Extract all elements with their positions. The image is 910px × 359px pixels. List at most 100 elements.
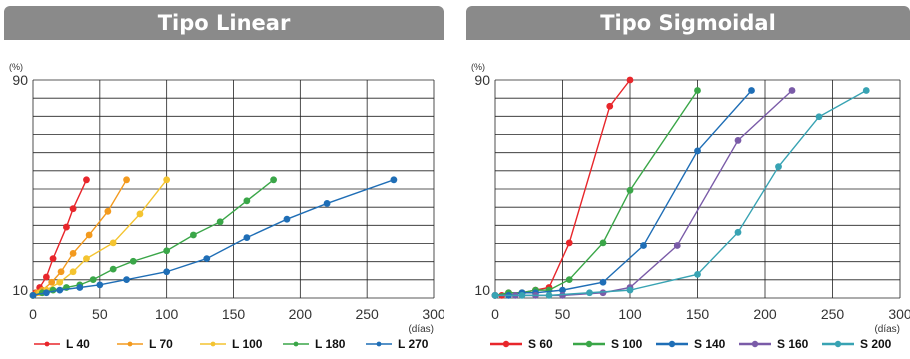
linear-legend-l-40-label: L 40 bbox=[66, 337, 90, 351]
linear-series-l-100-point bbox=[163, 176, 171, 184]
sigmoidal-legend-s-100-label: S 100 bbox=[611, 337, 643, 351]
sigmoidal-series-s-100-point bbox=[599, 239, 607, 247]
linear-series-l-270-point bbox=[243, 234, 251, 241]
linear-x-axis-label: (días) bbox=[408, 324, 434, 335]
sigmoidal-series-s-160-point bbox=[673, 242, 681, 249]
linear-series-l-270-point bbox=[42, 289, 50, 297]
linear-series-l-100-point bbox=[109, 239, 117, 247]
sigmoidal-series-s-140-point bbox=[559, 286, 566, 294]
linear-series-l-180-point bbox=[216, 218, 224, 226]
linear-series-l-70-point bbox=[57, 268, 65, 276]
sigmoidal-legend-s-100-swatch-marker bbox=[585, 340, 593, 348]
linear-legend-l-270-label: L 270 bbox=[398, 337, 429, 351]
sigmoidal-x-tick-label: 50 bbox=[555, 306, 571, 322]
linear-series-l-270-point bbox=[96, 281, 104, 289]
sigmoidal-x-tick-label: 200 bbox=[753, 306, 777, 322]
linear-series-l-70-point bbox=[104, 207, 112, 215]
sigmoidal-series-s-60-point bbox=[565, 239, 573, 247]
linear-legend-l-100-swatch-marker bbox=[210, 341, 216, 347]
linear-legend-l-180-swatch-marker bbox=[293, 341, 299, 347]
sigmoidal-series-s-200-point bbox=[518, 291, 526, 299]
linear-series-l-180-point bbox=[243, 197, 251, 205]
sigmoidal-series-s-160-line bbox=[495, 89, 793, 297]
linear-series-l-100-point bbox=[136, 210, 144, 218]
linear-x-tick-label: 50 bbox=[92, 306, 108, 322]
sigmoidal-series-s-140-point bbox=[640, 242, 647, 249]
linear-x-tick-label: 250 bbox=[355, 306, 379, 322]
sigmoidal-series-s-140-point bbox=[599, 278, 607, 286]
linear-series-l-40-point bbox=[49, 255, 57, 263]
linear-series-l-270-point bbox=[323, 200, 331, 207]
linear-series-l-180-point bbox=[190, 231, 197, 239]
linear-series-l-70-point bbox=[69, 249, 77, 257]
sigmoidal-chart-panel: Tipo Sigmoidal 0 50 100 150 200 250 300 10 90 (%)… bbox=[462, 0, 910, 359]
sigmoidal-series-s-140-line bbox=[495, 90, 753, 297]
linear-legend-l-180-label: L 180 bbox=[315, 337, 346, 351]
linear-chart-title: Tipo Linear bbox=[4, 6, 444, 40]
sigmoidal-y-axis-label: (%) bbox=[471, 62, 485, 72]
linear-series-l-40-point bbox=[83, 176, 90, 184]
linear-legend-l-70-label: L 70 bbox=[149, 337, 173, 351]
sigmoidal-legend-s-60-label: S 60 bbox=[528, 337, 553, 351]
linear-legend-l-70-swatch-marker bbox=[127, 341, 133, 347]
linear-series-l-270-point bbox=[56, 286, 64, 294]
sigmoidal-legend-s-160-swatch-marker bbox=[751, 340, 759, 348]
linear-series-l-70-point bbox=[85, 231, 93, 239]
linear-series-l-70-point bbox=[123, 176, 130, 184]
linear-series-l-40-point bbox=[42, 273, 50, 281]
linear-series-l-270-point bbox=[390, 176, 398, 184]
sigmoidal-series-s-140-point bbox=[748, 87, 755, 94]
linear-x-tick-label: 100 bbox=[155, 306, 179, 322]
sigmoidal-legend-s-140-label: S 140 bbox=[694, 337, 726, 351]
sigmoidal-legend-s-140-swatch-marker bbox=[668, 340, 676, 348]
linear-y-axis-label: (%) bbox=[9, 62, 23, 72]
linear-series-l-100-point bbox=[69, 268, 77, 276]
linear-series-l-270-point bbox=[123, 276, 130, 284]
linear-series-l-40-point bbox=[63, 223, 70, 231]
linear-series-l-180-point bbox=[270, 176, 277, 184]
sigmoidal-series-s-100-line bbox=[494, 90, 699, 297]
sigmoidal-series-s-200-point bbox=[491, 291, 499, 299]
sigmoidal-legend-s-200-label: S 200 bbox=[860, 337, 892, 351]
sigmoidal-series-s-100-point bbox=[565, 276, 573, 284]
sigmoidal-series-s-160-point bbox=[559, 291, 566, 299]
sigmoidal-chart: 0 50 100 150 200 250 300 10 90(%) (días) S 60 S 100… bbox=[471, 62, 910, 351]
sigmoidal-series-s-200-point bbox=[626, 286, 634, 294]
linear-x-tick-label: 0 bbox=[29, 306, 37, 322]
linear-legend-l-100-label: L 100 bbox=[232, 337, 263, 351]
linear-series-l-70-point bbox=[48, 278, 56, 286]
sigmoidal-series-s-100-point bbox=[626, 186, 634, 194]
sigmoidal-x-tick-label: 150 bbox=[686, 306, 710, 322]
sigmoidal-series-s-200-point bbox=[734, 228, 742, 236]
sigmoidal-series-s-160-point bbox=[734, 137, 742, 144]
sigmoidal-x-tick-label: 250 bbox=[821, 306, 845, 322]
linear-legend-l-40-swatch-marker bbox=[44, 341, 50, 347]
sigmoidal-legend-s-200-swatch-marker bbox=[834, 340, 842, 348]
linear-series-l-270-point bbox=[29, 291, 37, 299]
sigmoidal-series-s-200-point bbox=[862, 87, 870, 94]
linear-series-l-270-point bbox=[203, 255, 211, 263]
linear-y-tick-label: 10 bbox=[12, 282, 28, 298]
sigmoidal-series-s-160-point bbox=[788, 87, 796, 94]
linear-series-l-180-point bbox=[129, 257, 137, 265]
linear-chart-panel: Tipo Linear 0 50 100 150 200 250 300 10 90 (%) (dí… bbox=[0, 0, 444, 359]
sigmoidal-series-s-140-point bbox=[694, 147, 701, 155]
sigmoidal-series-s-200-point bbox=[775, 163, 782, 171]
sigmoidal-series-s-60-point bbox=[606, 102, 614, 110]
sigmoidal-series-s-100-point bbox=[694, 87, 701, 94]
sigmoidal-x-axis-label: (días) bbox=[874, 324, 900, 335]
sigmoidal-series-s-200-point bbox=[586, 289, 593, 297]
sigmoidal-series-s-200-point bbox=[694, 270, 701, 278]
linear-x-tick-label: 150 bbox=[222, 306, 246, 322]
sigmoidal-y-tick-label: 10 bbox=[474, 282, 490, 298]
sigmoidal-legend-s-160-label: S 160 bbox=[777, 337, 809, 351]
linear-series-l-270-point bbox=[163, 268, 171, 276]
sigmoidal-series-s-200-point bbox=[545, 291, 553, 299]
linear-series-l-40-point bbox=[69, 205, 77, 213]
sigmoidal-legend-s-60-swatch-marker bbox=[502, 340, 510, 348]
linear-series-l-270-point bbox=[283, 215, 291, 223]
sigmoidal-x-tick-label: 0 bbox=[491, 306, 499, 322]
linear-x-tick-label: 300 bbox=[422, 306, 444, 322]
sigmoidal-x-tick-label: 100 bbox=[618, 306, 642, 322]
linear-legend-l-270-swatch-marker bbox=[376, 341, 382, 347]
